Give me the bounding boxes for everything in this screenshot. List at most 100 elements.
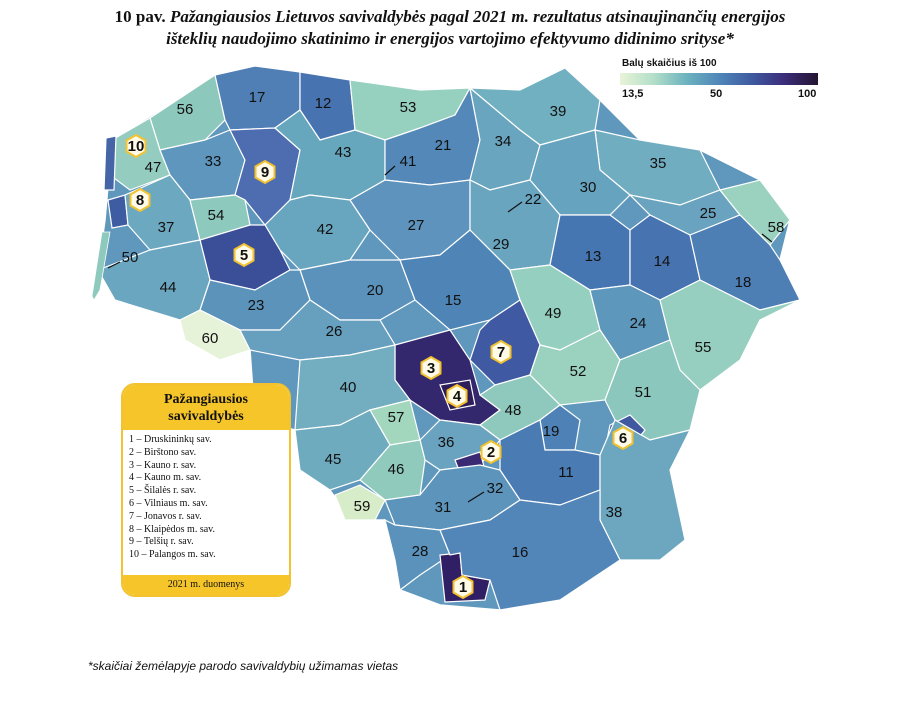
- rank-number: 1: [459, 579, 467, 596]
- region-10: [103, 135, 117, 191]
- rank-hexagon: [420, 355, 442, 381]
- place-label-48: 48: [505, 402, 522, 419]
- figure-title: 10 pav. Pažangiausios Lietuvos savivaldy…: [0, 6, 900, 50]
- rank-marker-7: 7: [490, 339, 512, 365]
- place-label-53: 53: [400, 99, 417, 116]
- list-item: 10 – Palangos m. sav.: [129, 549, 216, 561]
- rank-hexagon: [480, 439, 502, 465]
- list-item: 3 – Kauno r. sav.: [129, 459, 197, 471]
- rank-marker-2: 2: [480, 439, 502, 465]
- rank-marker-6: 6: [612, 425, 634, 451]
- rank-hexagon: [490, 339, 512, 365]
- footnote: *skaičiai žemėlapyje parodo savivaldybių…: [88, 659, 399, 673]
- top-box-footer: 2021 m. duomenys: [123, 575, 289, 595]
- score-legend-ticks: 13,5 50 100: [620, 88, 820, 102]
- curonian-spit: [91, 231, 111, 301]
- list-item: 7 – Jonavos r. sav.: [129, 510, 202, 522]
- place-label-35: 35: [650, 155, 667, 172]
- leader-line-22: [507, 201, 523, 213]
- place-label-20: 20: [367, 282, 384, 299]
- place-label-32: 32: [487, 480, 504, 497]
- leader-line-32: [467, 491, 485, 503]
- region-58: [718, 179, 791, 246]
- place-label-25: 25: [700, 205, 717, 222]
- leader-line-50: [107, 261, 121, 269]
- place-label-45: 45: [325, 451, 342, 468]
- rank-marker-3: 3: [420, 355, 442, 381]
- rank-marker-8: 8: [129, 187, 151, 213]
- rank-number: 8: [136, 192, 144, 209]
- place-label-34: 34: [495, 133, 512, 150]
- place-label-43: 43: [335, 144, 352, 161]
- place-label-11: 11: [558, 464, 574, 481]
- rank-number: 6: [619, 430, 627, 447]
- title-line-2: išteklių naudojimo skatinimo ir energijo…: [166, 29, 734, 48]
- place-label-50: 50: [122, 249, 139, 266]
- place-label-13: 13: [585, 248, 602, 265]
- place-label-12: 12: [315, 95, 332, 112]
- place-label-23: 23: [248, 297, 265, 314]
- place-label-44: 44: [160, 279, 177, 296]
- rank-hexagon: [612, 425, 634, 451]
- place-label-59: 59: [354, 498, 371, 515]
- rank-hexagon: [129, 187, 151, 213]
- place-label-60: 60: [202, 330, 219, 347]
- place-label-14: 14: [654, 253, 671, 270]
- rank-marker-9: 9: [254, 159, 276, 185]
- list-item: 1 – Druskininkų sav.: [129, 434, 212, 445]
- rank-marker-4: 4: [446, 383, 468, 409]
- score-legend-title: Balų skaičius iš 100: [622, 58, 717, 69]
- place-label-33: 33: [205, 153, 222, 170]
- rank-marker-5: 5: [233, 242, 255, 268]
- place-label-16: 16: [512, 544, 529, 561]
- place-label-39: 39: [550, 103, 567, 120]
- score-legend: Balų skaičius iš 100 13,5 50 100: [620, 58, 820, 102]
- place-label-27: 27: [408, 217, 425, 234]
- place-label-52: 52: [570, 363, 587, 380]
- place-label-58: 58: [768, 219, 785, 236]
- place-label-47: 47: [145, 159, 162, 176]
- rank-hexagon: [233, 242, 255, 268]
- list-item: 6 – Vilniaus m. sav.: [129, 497, 208, 509]
- list-item: 4 – Kauno m. sav.: [129, 472, 202, 484]
- place-label-21: 21: [435, 137, 452, 154]
- place-label-26: 26: [326, 323, 343, 340]
- list-item: 2 – Birštono sav.: [129, 446, 197, 458]
- place-label-36: 36: [438, 434, 455, 451]
- rank-number: 2: [487, 444, 495, 461]
- place-label-22: 22: [525, 191, 542, 208]
- place-label-40: 40: [340, 379, 357, 396]
- top-box-heading-line-1: Pažangiausios: [163, 392, 248, 407]
- top-box-heading: Pažangiausios savivaldybės: [123, 385, 289, 430]
- score-tick-min: 13,5: [622, 88, 644, 100]
- municipality-regions: [91, 65, 802, 611]
- place-label-57: 57: [388, 409, 405, 426]
- place-label-37: 37: [158, 219, 175, 236]
- rank-number: 3: [427, 360, 435, 377]
- place-label-51: 51: [635, 384, 652, 401]
- place-label-18: 18: [735, 274, 752, 291]
- rank-marker-10: 10: [125, 133, 147, 159]
- rank-number: 4: [453, 388, 462, 405]
- place-label-49: 49: [545, 305, 562, 322]
- list-item: 9 – Telšių r. sav.: [129, 536, 194, 548]
- list-item: 5 – Šilalės r. sav.: [129, 485, 197, 497]
- rank-hexagon: [446, 383, 468, 409]
- place-label-28: 28: [412, 543, 429, 560]
- rank-hexagon: [254, 159, 276, 185]
- place-label-46: 46: [388, 461, 405, 478]
- place-label-55: 55: [695, 339, 712, 356]
- rank-marker-1: 1: [452, 574, 474, 600]
- place-label-19: 19: [543, 423, 560, 440]
- place-label-56: 56: [177, 101, 194, 118]
- rank-hexagon: [452, 574, 474, 600]
- rank-number: 7: [497, 344, 505, 361]
- region-16: [439, 489, 621, 611]
- score-tick-max: 100: [798, 88, 817, 100]
- score-legend-gradient: [620, 73, 818, 85]
- rank-hexagon: [125, 133, 147, 159]
- leader-line-58: [761, 233, 773, 243]
- rank-number: 10: [128, 138, 145, 155]
